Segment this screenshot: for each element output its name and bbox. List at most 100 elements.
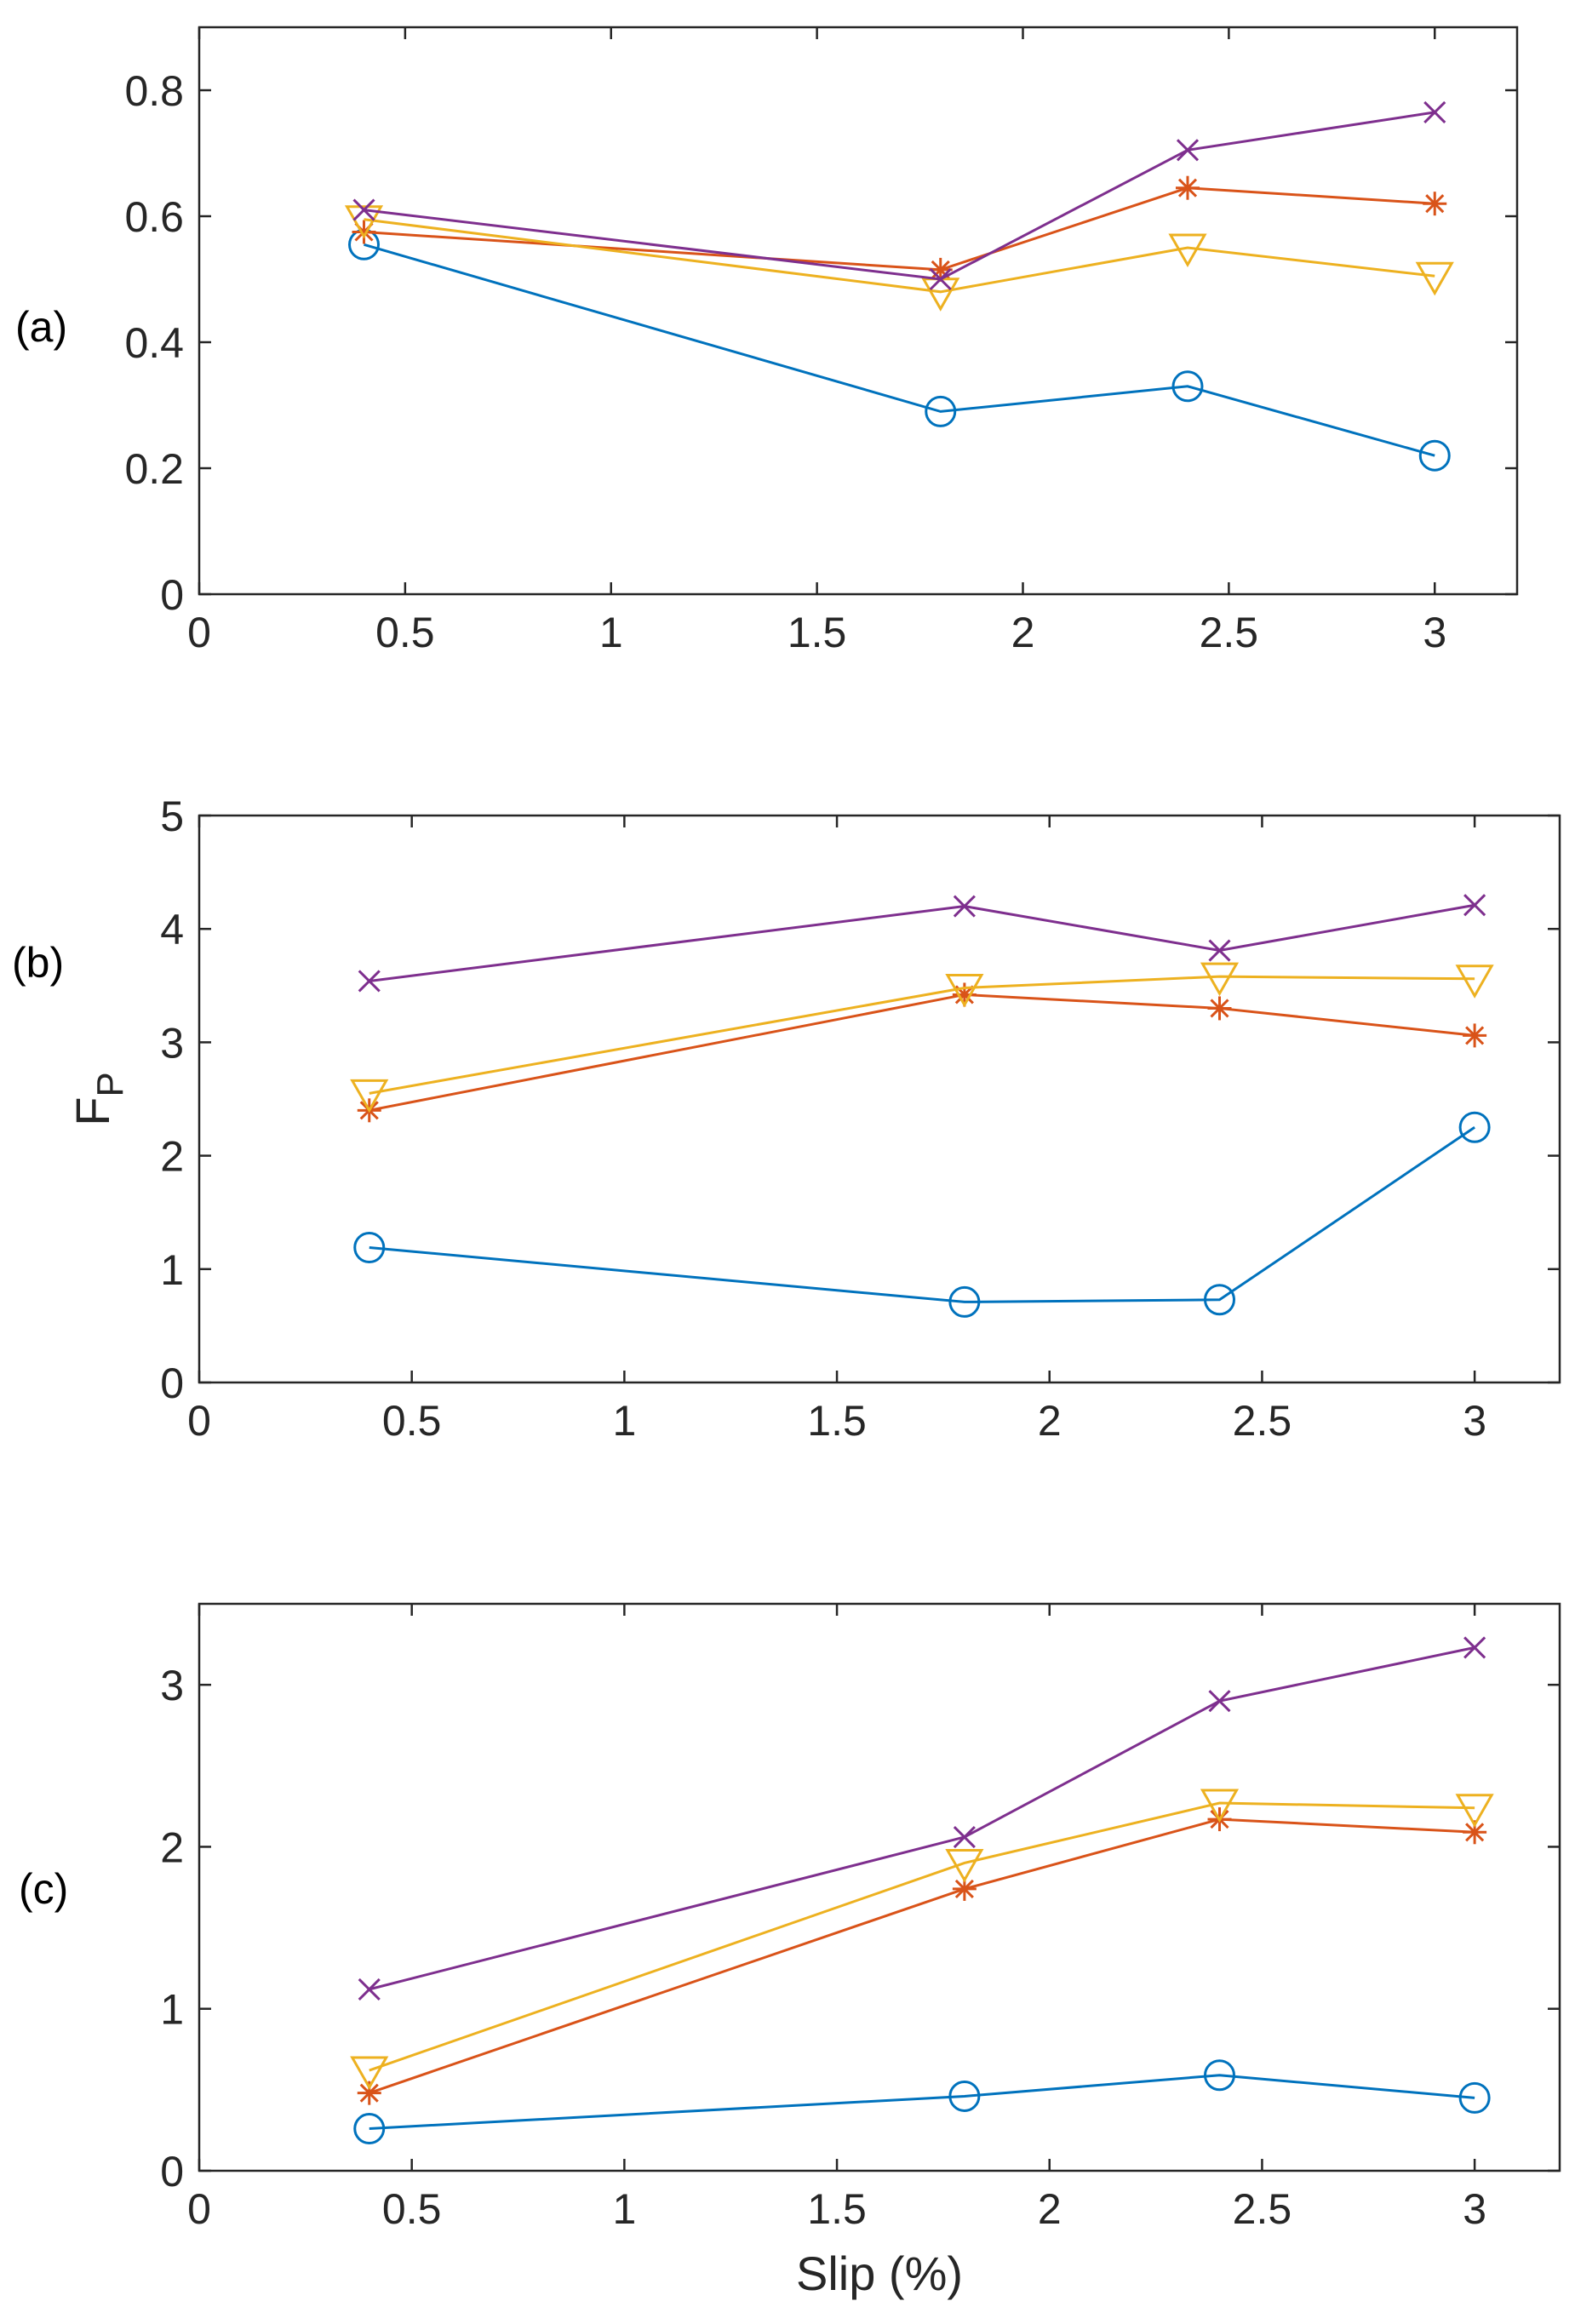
panel-label: (b) bbox=[12, 939, 64, 987]
series-circle bbox=[348, 228, 1451, 472]
data-point-star bbox=[1207, 996, 1232, 1021]
series-line-star bbox=[364, 186, 1435, 272]
y-axis-title: FP bbox=[66, 1072, 131, 1126]
series-circle bbox=[353, 2059, 1491, 2145]
data-point-circle bbox=[948, 1285, 981, 1318]
x-tick-label: 1 bbox=[612, 1397, 636, 1445]
data-point-cross bbox=[1208, 1690, 1231, 1713]
data-point-circle bbox=[1171, 370, 1204, 403]
y-tick-label: 0.8 bbox=[124, 67, 184, 115]
series-triangle bbox=[350, 1789, 1494, 2091]
x-tick-label: 3 bbox=[1463, 1397, 1486, 1445]
y-tick-label: 0.4 bbox=[124, 319, 184, 367]
series-star bbox=[357, 1807, 1487, 2105]
x-tick-label: 2.5 bbox=[1233, 2185, 1292, 2233]
y-tick-label: 3 bbox=[160, 1662, 184, 1709]
data-point-triangle bbox=[945, 973, 984, 1008]
x-tick-label: 0.5 bbox=[382, 1397, 442, 1445]
data-point-star bbox=[357, 2081, 381, 2105]
x-tick-label: 2 bbox=[1038, 2185, 1062, 2233]
data-point-triangle bbox=[921, 278, 960, 312]
x-tick-label: 1 bbox=[599, 609, 623, 656]
series-line-circle bbox=[369, 1126, 1475, 1303]
series-cross bbox=[358, 1636, 1486, 2001]
series-line-triangle bbox=[369, 1801, 1475, 2072]
y-tick-label: 0 bbox=[160, 2148, 184, 2195]
panel-c: 0 0.5 1 1.5 2 2.5 3 0 1 2 3 (c) Slip (%) bbox=[19, 1602, 1561, 2300]
y-tick-label: 1 bbox=[160, 1986, 184, 2034]
data-point-star bbox=[1423, 192, 1447, 216]
y-tick-label: 1 bbox=[160, 1246, 184, 1294]
data-point-cross bbox=[1208, 939, 1231, 962]
data-point-cross bbox=[1176, 139, 1200, 162]
x-tick-label: 0 bbox=[187, 1397, 211, 1445]
panel-label: (c) bbox=[19, 1865, 68, 1913]
data-point-star bbox=[1463, 1023, 1487, 1048]
series-line-circle bbox=[369, 2074, 1475, 2131]
x-tick-label: 0 bbox=[187, 2185, 211, 2233]
series-cross bbox=[358, 894, 1486, 993]
data-point-circle bbox=[1458, 2081, 1491, 2114]
panel-a: 0 0.5 1 1.5 2 2.5 3 0 0.2 0.4 0.6 0.8 (a) bbox=[15, 26, 1519, 656]
data-point-triangle bbox=[1455, 965, 1494, 999]
y-tick-label: 4 bbox=[160, 906, 184, 953]
data-point-circle bbox=[1418, 439, 1451, 472]
y-tick-label: 0.6 bbox=[124, 193, 184, 241]
y-tick-label: 0 bbox=[160, 571, 184, 619]
x-tick-label: 1.5 bbox=[807, 1397, 867, 1445]
data-point-cross bbox=[352, 198, 375, 221]
data-point-cross bbox=[953, 895, 976, 918]
data-point-triangle bbox=[350, 2056, 389, 2091]
data-point-triangle bbox=[1200, 1789, 1240, 1823]
series-line-star bbox=[369, 1817, 1475, 2095]
y-tick-label: 5 bbox=[160, 793, 184, 840]
x-tick-label: 2 bbox=[1011, 609, 1035, 656]
data-point-triangle bbox=[1415, 261, 1454, 296]
y-tick-label: 0.2 bbox=[124, 445, 184, 493]
data-point-cross bbox=[358, 1978, 381, 2001]
data-point-circle bbox=[1204, 1284, 1235, 1316]
series-line-cross bbox=[369, 1646, 1475, 1991]
series-line-cross bbox=[369, 903, 1475, 982]
series-line-circle bbox=[364, 243, 1435, 457]
data-point-circle bbox=[353, 2113, 386, 2145]
data-point-triangle bbox=[1200, 962, 1240, 997]
series-circle bbox=[353, 1111, 1491, 1318]
x-tick-label: 3 bbox=[1463, 2185, 1486, 2233]
axes-box bbox=[198, 814, 1561, 1384]
data-point-star bbox=[1176, 175, 1200, 200]
data-point-triangle bbox=[350, 1079, 389, 1113]
panel-label: (a) bbox=[15, 303, 67, 351]
y-tick-label: 3 bbox=[160, 1019, 184, 1067]
x-tick-label: 0.5 bbox=[375, 609, 435, 656]
x-tick-label: 2.5 bbox=[1200, 609, 1259, 656]
data-point-cross bbox=[1463, 1636, 1486, 1659]
series-line-triangle bbox=[364, 218, 1435, 294]
series-line-cross bbox=[364, 111, 1435, 281]
series-triangle bbox=[344, 205, 1454, 312]
axes-box bbox=[198, 26, 1519, 596]
x-tick-label: 1.5 bbox=[807, 2185, 867, 2233]
panel-b: 0 0.5 1 1.5 2 2.5 3 0 1 2 3 4 5 (b) FP bbox=[12, 793, 1561, 1445]
data-point-cross bbox=[358, 970, 381, 993]
data-point-circle bbox=[948, 2080, 981, 2112]
data-point-cross bbox=[1463, 894, 1486, 917]
x-tick-label: 2.5 bbox=[1233, 1397, 1292, 1445]
data-point-triangle bbox=[945, 1848, 984, 1883]
series-triangle bbox=[350, 962, 1494, 1113]
data-point-cross bbox=[929, 267, 952, 291]
data-point-circle bbox=[353, 1231, 386, 1263]
axes-box bbox=[198, 1602, 1561, 2172]
data-point-cross bbox=[953, 1825, 976, 1849]
y-tick-label: 2 bbox=[160, 1133, 184, 1181]
data-point-circle bbox=[1458, 1111, 1491, 1143]
y-tick-label: 2 bbox=[160, 1823, 184, 1871]
data-point-circle bbox=[925, 395, 957, 427]
y-tick-label: 0 bbox=[160, 1359, 184, 1407]
series-cross bbox=[352, 100, 1446, 291]
x-tick-label: 1.5 bbox=[788, 609, 847, 656]
x-tick-label: 0.5 bbox=[382, 2185, 442, 2233]
x-tick-label: 2 bbox=[1038, 1397, 1062, 1445]
data-point-triangle bbox=[1455, 1794, 1494, 1828]
